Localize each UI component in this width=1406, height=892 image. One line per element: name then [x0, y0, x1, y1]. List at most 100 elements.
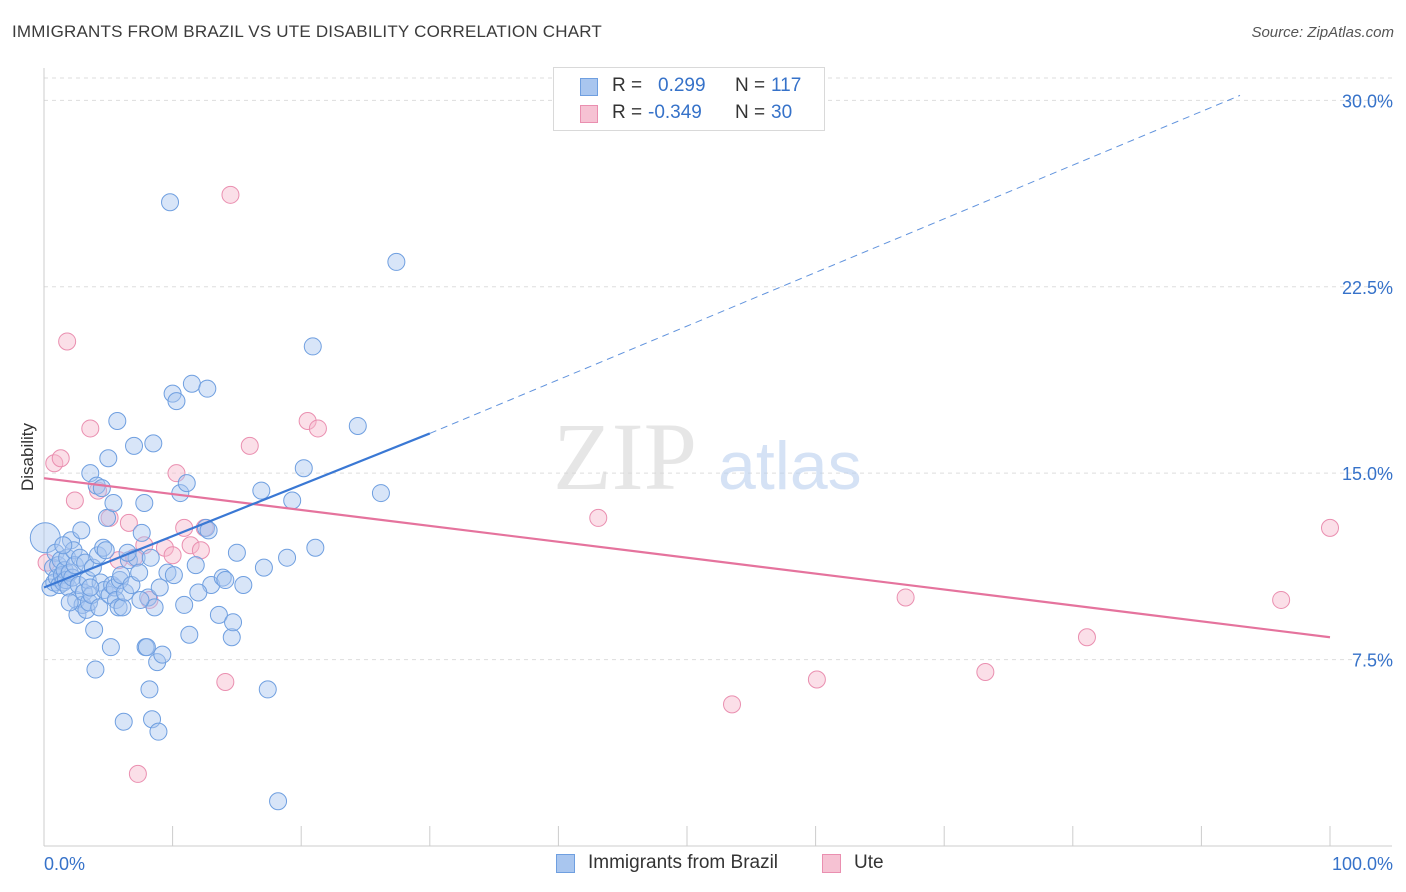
n-label: N =: [735, 102, 766, 123]
ute-point: [119, 513, 138, 532]
brazil-point: [101, 638, 120, 657]
blue-swatch: [556, 854, 575, 873]
brazil-point: [44, 558, 63, 577]
ute-point: [1321, 518, 1339, 537]
brazil-point: [98, 508, 117, 527]
brazil-point: [175, 595, 194, 614]
brazil-point: [180, 625, 199, 644]
brazil-trend-line: [43, 432, 431, 589]
brazil-point: [141, 548, 160, 567]
brazil-point: [72, 521, 91, 540]
brazil-point: [94, 538, 113, 557]
brazil-point: [234, 576, 253, 595]
brazil-point: [213, 568, 232, 587]
source-label: Source: ZipAtlas.com: [1251, 24, 1394, 41]
y-tick-label: 30.0%: [1342, 91, 1393, 111]
brazil-point: [303, 337, 322, 356]
brazil-point: [127, 548, 146, 567]
ute-point: [308, 419, 327, 438]
brazil-point: [149, 722, 168, 741]
brazil-point: [224, 613, 243, 632]
brazil-point: [71, 548, 90, 567]
brazil-point: [269, 792, 288, 811]
brazil-point: [254, 558, 273, 577]
watermark-zip: ZIP: [553, 403, 697, 510]
ute-point: [216, 672, 235, 691]
brazil-point: [186, 556, 205, 575]
brazil-point: [54, 536, 73, 555]
r-label: R =: [612, 102, 643, 123]
brazil-trend-extension: [429, 94, 1241, 434]
ute-point: [81, 419, 100, 438]
y-tick-label: 7.5%: [1352, 651, 1393, 671]
n-value: 30: [771, 102, 793, 123]
brazil-point: [227, 543, 246, 562]
ute-point: [976, 663, 995, 682]
legend-label: Ute: [854, 852, 884, 873]
brazil-point: [85, 620, 104, 639]
brazil-point: [137, 638, 156, 657]
r-value: 0.299: [658, 75, 706, 96]
ute-point: [1272, 590, 1291, 609]
brazil-point: [114, 712, 133, 731]
watermark-atlas: atlas: [718, 428, 862, 504]
brazil-point: [278, 548, 297, 567]
brazil-point: [252, 481, 271, 500]
y-axis-label: Disability: [18, 422, 37, 491]
brazil-point: [86, 660, 105, 679]
ute-point: [163, 546, 182, 565]
brazil-point: [189, 583, 208, 602]
x-tick-label: 100.0%: [1332, 854, 1393, 874]
brazil-point: [306, 538, 325, 557]
ute-point: [589, 508, 608, 527]
ute-point: [807, 670, 826, 689]
brazil-point: [99, 449, 118, 468]
brazil-point: [113, 598, 132, 617]
ute-point: [65, 491, 84, 510]
brazil-point: [131, 590, 150, 609]
ute-point: [240, 436, 259, 455]
chart-title: IMMIGRANTS FROM BRAZIL VS UTE DISABILITY…: [12, 22, 602, 41]
pink-swatch: [822, 854, 841, 873]
ute-point: [128, 764, 147, 783]
pink-swatch: [580, 105, 598, 123]
ute-point: [51, 449, 70, 468]
brazil-point: [140, 680, 159, 699]
brazil-point: [125, 436, 144, 455]
brazil-point: [145, 598, 164, 617]
ute-trend-line: [43, 477, 1331, 639]
brazil-point: [177, 474, 196, 493]
brazil-point: [109, 598, 128, 617]
y-tick-label: 15.0%: [1342, 464, 1393, 484]
brazil-point: [222, 628, 241, 647]
brazil-point: [182, 374, 201, 393]
brazil-point: [294, 459, 313, 478]
brazil-point: [348, 416, 367, 435]
correlation-box: R = 0.299 N = 117 R = -0.349 N = 30: [553, 67, 825, 131]
brazil-point: [198, 379, 217, 398]
legend-label: Immigrants from Brazil: [588, 852, 779, 873]
brazil-point: [130, 563, 149, 582]
r-label: R =: [612, 75, 643, 96]
brazil-point: [153, 645, 172, 664]
ute-point: [298, 411, 317, 430]
brazil-point: [161, 193, 180, 212]
brazil-point: [80, 593, 99, 612]
brazil-point: [371, 484, 390, 503]
brazil-point: [135, 494, 154, 513]
r-value: -0.349: [648, 102, 702, 123]
brazil-point: [116, 583, 135, 602]
brazil-point: [108, 411, 127, 430]
brazil-point: [209, 605, 228, 624]
ute-point: [1077, 628, 1096, 647]
brazil-point: [81, 578, 100, 597]
n-label: N =: [735, 75, 766, 96]
brazil-point: [150, 578, 169, 597]
n-value: 117: [771, 75, 802, 96]
blue-swatch: [580, 78, 598, 96]
brazil-point: [132, 523, 151, 542]
x-tick-label: 0.0%: [44, 854, 85, 874]
brazil-point: [64, 541, 83, 560]
ute-point: [896, 588, 915, 607]
